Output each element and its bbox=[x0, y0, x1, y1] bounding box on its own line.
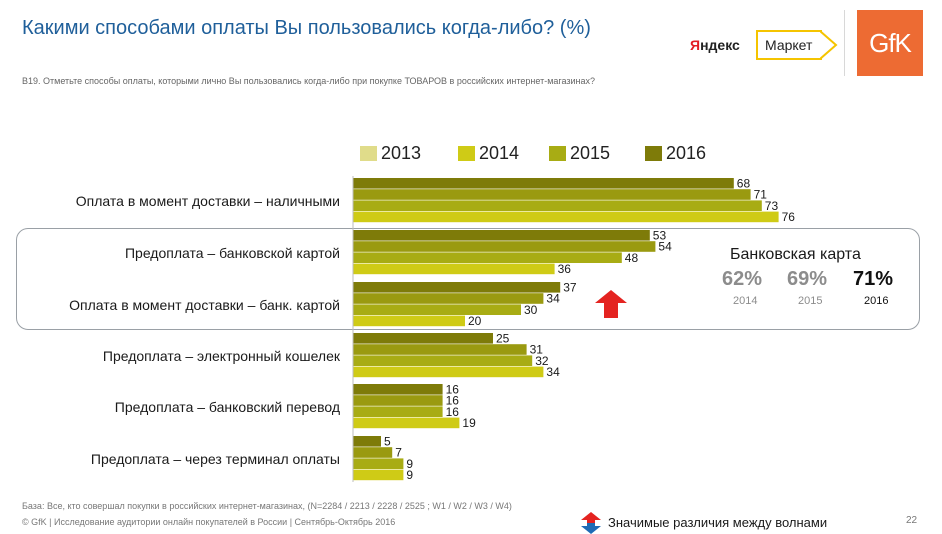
bar bbox=[353, 447, 393, 458]
bar-value-label: 53 bbox=[653, 229, 667, 243]
bar bbox=[353, 469, 404, 481]
legend-label: 2014 bbox=[479, 143, 520, 163]
bar-value-label: 34 bbox=[546, 292, 560, 306]
bar bbox=[353, 252, 622, 263]
bar-value-label: 36 bbox=[558, 262, 572, 276]
category-label: Предоплата – через терминал оплаты bbox=[91, 451, 340, 467]
yandex-rest: ндекс bbox=[700, 37, 740, 53]
bar-value-label: 19 bbox=[462, 416, 476, 430]
bar-value-label: 16 bbox=[446, 383, 460, 397]
bar-value-label: 9 bbox=[406, 457, 413, 471]
bar bbox=[353, 211, 779, 223]
increase-arrow-icon bbox=[595, 290, 627, 318]
bank-card-year-2016: 2016 bbox=[864, 295, 889, 307]
bar-value-label: 48 bbox=[625, 251, 639, 265]
bar-value-label: 16 bbox=[446, 394, 460, 408]
bar-value-label: 68 bbox=[737, 177, 751, 191]
bar bbox=[353, 395, 443, 406]
bank-card-pct-2015: 69% bbox=[787, 268, 828, 290]
category-label: Оплата в момент доставки – банк. картой bbox=[69, 297, 340, 313]
legend-swatch bbox=[360, 146, 377, 161]
footer-copyright: © GfK | Исследование аудитории онлайн по… bbox=[22, 517, 396, 527]
bar bbox=[353, 304, 521, 315]
legend-swatch bbox=[458, 146, 475, 161]
bar bbox=[353, 458, 404, 469]
question-text: B19. Отметьте способы оплаты, которыми л… bbox=[22, 76, 596, 86]
bar-value-label: 71 bbox=[754, 188, 768, 202]
footer-base-note: База: Все, кто совершал покупки в россий… bbox=[22, 501, 512, 511]
bank-card-highlight-box bbox=[16, 228, 920, 330]
yandex-wordmark: Яндекс bbox=[690, 37, 740, 53]
bar-value-label: 31 bbox=[530, 343, 544, 357]
legend-label: 2015 bbox=[570, 143, 611, 163]
bar-value-label: 73 bbox=[765, 199, 779, 213]
bank-card-pct-2016: 71% bbox=[853, 268, 894, 290]
bar bbox=[353, 366, 544, 378]
bar bbox=[353, 293, 544, 304]
legend-label: 2013 bbox=[381, 143, 422, 163]
category-label: Предоплата – электронный кошелек bbox=[103, 348, 341, 364]
bar bbox=[353, 178, 734, 189]
logo-divider bbox=[844, 10, 845, 76]
bank-card-year-2014: 2014 bbox=[733, 295, 758, 307]
category-label: Предоплата – банковский перевод bbox=[115, 399, 340, 415]
bar-value-label: 7 bbox=[395, 446, 402, 460]
bar bbox=[353, 436, 381, 447]
category-label: Предоплата – банковской картой bbox=[125, 245, 340, 261]
bar bbox=[353, 384, 443, 395]
market-arrow-icon bbox=[820, 30, 838, 60]
bar-value-label: 20 bbox=[468, 314, 482, 328]
bar bbox=[353, 241, 656, 252]
category-label: Оплата в момент доставки – наличными bbox=[76, 193, 340, 209]
bar-value-label: 25 bbox=[496, 332, 510, 346]
bar-value-label: 30 bbox=[524, 303, 538, 317]
bar-value-label: 34 bbox=[546, 365, 560, 379]
bar bbox=[353, 282, 561, 293]
bar-value-label: 76 bbox=[782, 210, 796, 224]
significance-arrows-icon bbox=[581, 512, 601, 534]
bar-value-label: 9 bbox=[406, 468, 413, 482]
bar-value-label: 37 bbox=[563, 281, 577, 295]
page-number: 22 bbox=[906, 515, 918, 526]
bar bbox=[353, 355, 533, 366]
bar bbox=[353, 417, 460, 429]
gfk-logo: GfK bbox=[857, 10, 923, 76]
legend-swatch bbox=[549, 146, 566, 161]
bar-value-label: 5 bbox=[384, 435, 391, 449]
bar bbox=[353, 189, 751, 200]
bar bbox=[353, 200, 762, 211]
yandex-market-logo: Яндекс Маркет bbox=[686, 28, 838, 62]
legend-label: 2016 bbox=[666, 143, 707, 163]
bank-card-pct-2014: 62% bbox=[722, 268, 763, 290]
bar bbox=[353, 333, 493, 344]
bar bbox=[353, 406, 443, 417]
yandex-first-letter: Я bbox=[690, 37, 701, 53]
bar bbox=[353, 344, 527, 355]
legend-swatch bbox=[645, 146, 662, 161]
bar-value-label: 32 bbox=[535, 354, 549, 368]
bar-value-label: 54 bbox=[658, 240, 672, 254]
bank-card-year-2015: 2015 bbox=[798, 295, 823, 307]
bar-value-label: 16 bbox=[446, 405, 460, 419]
market-badge: Маркет bbox=[756, 30, 822, 60]
significance-legend-text: Значимые различия между волнами bbox=[608, 515, 828, 530]
bar bbox=[353, 315, 465, 327]
bar bbox=[353, 263, 555, 275]
bar bbox=[353, 230, 650, 241]
page-title: Какими способами оплаты Вы пользовались … bbox=[22, 17, 591, 39]
bank-card-summary-title: Банковская карта bbox=[730, 246, 861, 263]
